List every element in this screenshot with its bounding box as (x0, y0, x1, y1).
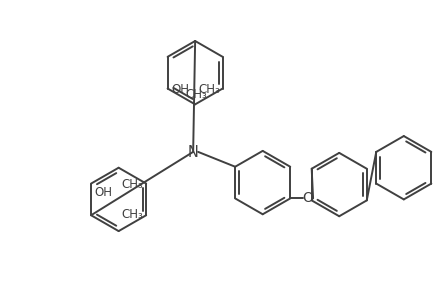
Text: CH₃: CH₃ (122, 178, 143, 191)
Text: O: O (302, 191, 313, 205)
Text: CH₃: CH₃ (122, 208, 143, 221)
Text: CH₃: CH₃ (185, 89, 207, 101)
Text: CH₃: CH₃ (198, 83, 220, 96)
Text: N: N (188, 145, 199, 160)
Text: OH: OH (94, 185, 112, 199)
Text: OH: OH (171, 83, 190, 96)
